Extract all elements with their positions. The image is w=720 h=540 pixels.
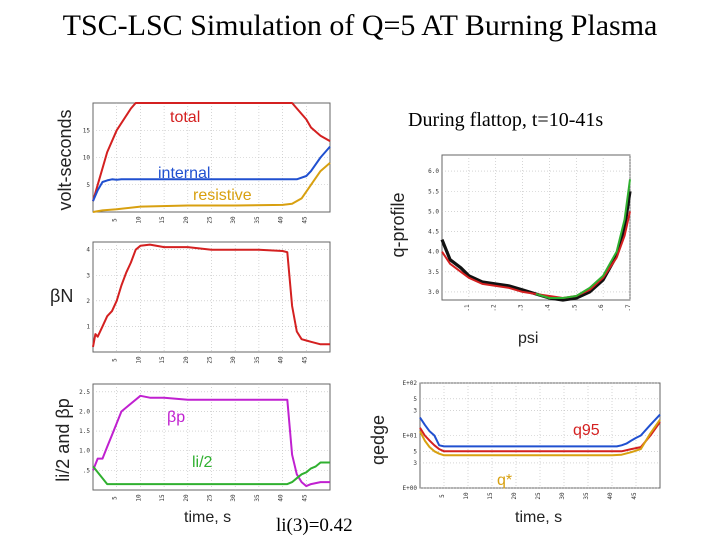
li3-value: li(3)=0.42 <box>276 515 353 536</box>
y-tick-label: 5.0 <box>428 208 439 215</box>
ylabel-beta-n: βN <box>50 286 73 306</box>
y-tick-label: 4 <box>86 247 90 254</box>
y-tick-label: 5 <box>413 448 417 455</box>
y-tick-label: 10 <box>83 155 91 162</box>
series-q95 <box>419 413 661 448</box>
y-tick-label: 1.5 <box>79 428 90 435</box>
y-tick-label: 15 <box>83 127 91 134</box>
series-total <box>92 102 331 202</box>
x-tick-label: 45 <box>301 216 308 224</box>
label-qstar: q* <box>497 472 512 489</box>
x-tick-label: 40 <box>607 492 614 500</box>
y-tick-label: 2 <box>86 298 90 305</box>
y-tick-label: 3 <box>413 460 417 467</box>
y-tick-label: E+01 <box>403 433 418 440</box>
x-tick-label: 25 <box>207 494 214 502</box>
label-total: total <box>170 109 200 126</box>
y-tick-label: 6.0 <box>428 168 439 175</box>
ylabel-volt-seconds: volt-seconds <box>55 109 75 210</box>
x-tick-label: 45 <box>631 492 638 500</box>
x-tick-label: 25 <box>207 356 214 364</box>
x-tick-label: 15 <box>487 492 494 500</box>
x-tick-label: .5 <box>571 304 578 312</box>
x-tick-label: .6 <box>598 304 605 312</box>
x-tick-label: 45 <box>301 494 308 502</box>
x-tick-label: 40 <box>278 216 285 224</box>
ylabel-li-betap: li/2 and βp <box>53 398 73 481</box>
x-tick-label: 5 <box>439 494 446 498</box>
x-tick-label: 15 <box>159 216 166 224</box>
series-q95-red- <box>419 421 661 453</box>
series-resistive <box>92 162 331 213</box>
y-tick-label: 3.5 <box>428 269 439 276</box>
series-li-2 <box>92 461 330 486</box>
x-tick-label: 20 <box>183 216 190 224</box>
x-tick-label: 5 <box>112 218 119 222</box>
label-li2: li/2 <box>192 454 213 471</box>
x-tick-label: 10 <box>135 494 142 502</box>
ylabel-qedge: qedge <box>368 415 388 465</box>
x-tick-label: 5 <box>112 358 119 362</box>
x-tick-label: 5 <box>112 496 119 500</box>
flattop-note: During flattop, t=10-41s <box>408 109 604 131</box>
x-tick-label: 30 <box>230 216 237 224</box>
x-tick-label: .4 <box>544 304 551 312</box>
x-tick-label: 35 <box>583 492 590 500</box>
label-betap: βp <box>167 409 185 426</box>
x-tick-label: 15 <box>159 494 166 502</box>
y-tick-label: 4.0 <box>428 249 439 256</box>
x-tick-label: 10 <box>463 492 470 500</box>
x-tick-label: 10 <box>135 356 142 364</box>
series-q- <box>419 419 661 457</box>
x-tick-label: 15 <box>159 356 166 364</box>
x-tick-label: .2 <box>491 304 498 312</box>
x-tick-label: 30 <box>230 356 237 364</box>
x-tick-label: .7 <box>625 304 632 312</box>
y-tick-label: 3.0 <box>428 289 439 296</box>
label-resistive: resistive <box>193 187 252 204</box>
xlabel-time-left: time, s <box>184 509 231 526</box>
x-tick-label: .3 <box>518 304 525 312</box>
x-tick-label: 40 <box>278 494 285 502</box>
y-tick-label: 4.5 <box>428 229 439 236</box>
y-tick-label: 5 <box>86 182 90 189</box>
xlabel-time-right: time, s <box>515 509 562 526</box>
ylabel-q-profile: q-profile <box>388 192 408 257</box>
x-tick-label: .1 <box>464 304 471 312</box>
x-tick-label: 30 <box>230 494 237 502</box>
y-tick-label: 3 <box>86 272 90 279</box>
y-tick-label: 3 <box>413 407 417 414</box>
page-title: TSC-LSC Simulation of Q=5 AT Burning Pla… <box>62 9 658 42</box>
x-tick-label: 35 <box>254 494 261 502</box>
y-tick-label: 1.0 <box>79 448 90 455</box>
x-tick-label: 20 <box>183 356 190 364</box>
x-tick-label: 30 <box>559 492 566 500</box>
label-internal: internal <box>158 165 210 182</box>
x-tick-label: 25 <box>207 216 214 224</box>
y-tick-label: 2.5 <box>79 389 90 396</box>
x-tick-label: 20 <box>511 492 518 500</box>
xlabel-psi: psi <box>518 330 538 347</box>
y-tick-label: E+00 <box>403 485 418 492</box>
y-tick-label: 1 <box>86 323 90 330</box>
series-q-green- <box>535 179 631 299</box>
y-tick-label: 5 <box>413 396 417 403</box>
x-tick-label: 25 <box>535 492 542 500</box>
y-tick-label: 5.5 <box>428 188 439 195</box>
x-tick-label: 40 <box>278 356 285 364</box>
y-tick-label: .5 <box>83 467 91 474</box>
label-q95: q95 <box>573 422 600 439</box>
series--n <box>92 243 330 348</box>
series-internal <box>92 145 331 202</box>
x-tick-label: 35 <box>254 356 261 364</box>
x-tick-label: 20 <box>183 494 190 502</box>
series--p <box>92 394 330 488</box>
x-tick-label: 35 <box>254 216 261 224</box>
y-tick-label: E+02 <box>403 380 418 387</box>
x-tick-label: 45 <box>301 356 308 364</box>
x-tick-label: 10 <box>135 216 142 224</box>
y-tick-label: 2.0 <box>79 408 90 415</box>
